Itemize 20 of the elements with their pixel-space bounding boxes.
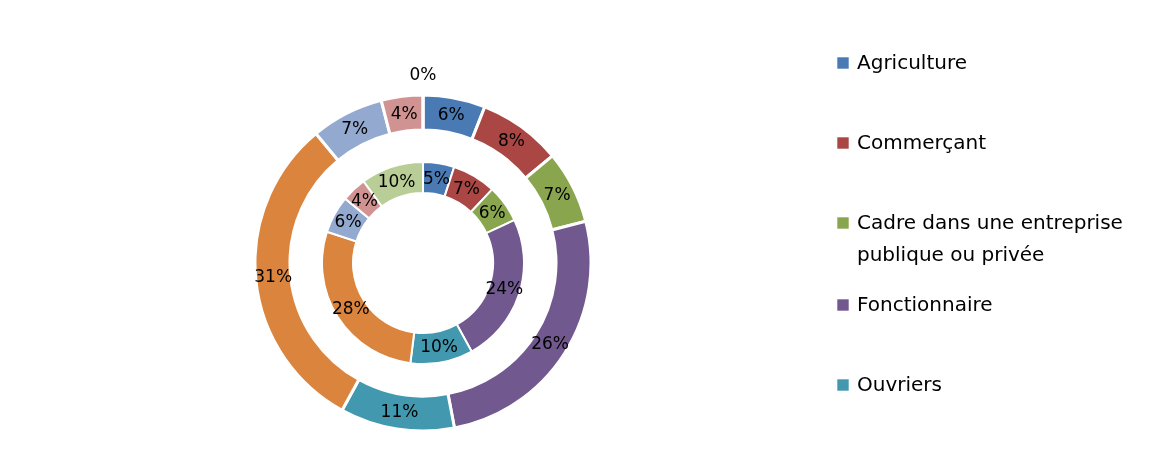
data-label: 6%	[437, 104, 465, 125]
data-label: 11%	[380, 400, 419, 421]
legend-label: Fonctionnaire	[857, 292, 993, 316]
data-label: 6%	[478, 201, 506, 222]
data-label: 10%	[420, 335, 458, 356]
legend-label: Commerçant	[857, 130, 987, 154]
data-label: 10%	[377, 170, 416, 191]
legend-label: Ouvriers	[857, 372, 942, 396]
data-label: 6%	[334, 210, 362, 231]
data-label: 5%	[422, 167, 450, 188]
data-label: 7%	[543, 183, 571, 204]
data-label: 8%	[497, 130, 525, 151]
data-label: 26%	[531, 332, 569, 353]
data-label: 7%	[453, 178, 481, 199]
legend-label: Agriculture	[857, 50, 967, 74]
data-label: 4%	[390, 102, 418, 123]
text: 0%	[409, 64, 437, 84]
legend-label: Cadre dans une entreprise publique ou privée	[857, 210, 1123, 266]
data-label: 4%	[350, 189, 378, 210]
data-label: 7%	[341, 117, 369, 138]
